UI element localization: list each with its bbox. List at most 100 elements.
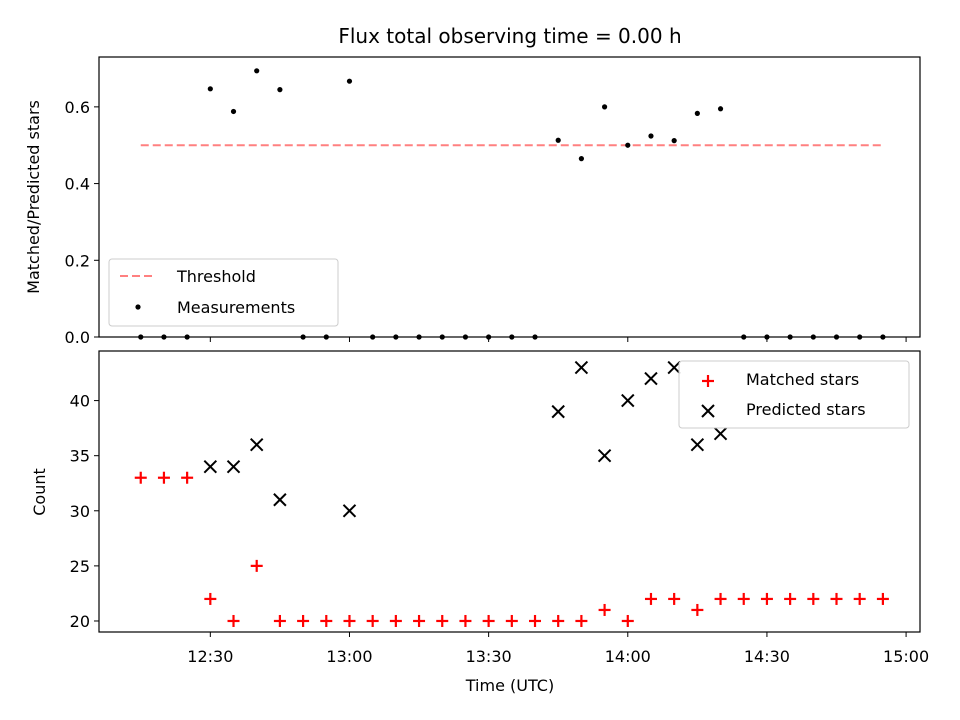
measurement-point: [254, 68, 260, 74]
matched-star-point: [598, 603, 611, 616]
measurement-point: [207, 86, 213, 92]
bottom-legend: Matched stars Predicted stars: [678, 360, 910, 429]
bottom-y-tick-label: 25: [70, 557, 90, 576]
matched-star-point: [273, 614, 286, 627]
matched-star-point: [668, 592, 681, 605]
predicted-star-point: [644, 371, 658, 386]
top-panel: 0.0 0.2 0.4 0.6 Matched/Predicted stars Thr…: [24, 56, 921, 347]
top-legend-box: [108, 258, 339, 327]
matched-star-point: [529, 614, 542, 627]
predicted-star-point: [690, 437, 705, 452]
matched-star-point: [830, 592, 843, 605]
measurement-point: [555, 137, 561, 143]
matched-star-point: [250, 559, 263, 572]
bottom-panel: 20 25 30 35 40 12:30 13:00 13:30 14:00 14:30 15:0…: [30, 350, 929, 695]
top-y-tick-label: 0.4: [65, 175, 90, 194]
x-tick-label: 14:00: [605, 647, 651, 666]
predicted-star-point: [273, 493, 287, 507]
top-axes-frame: [98, 56, 921, 338]
measurement-point: [694, 110, 700, 116]
matched-star-point: [436, 614, 449, 627]
matched-star-point: [691, 603, 704, 616]
matched-star-point: [181, 471, 194, 484]
matched-star-point: [204, 592, 217, 605]
predicted-star-point: [203, 459, 218, 474]
predicted-star-point: [342, 504, 357, 518]
matched-star-point: [737, 592, 750, 605]
predicted-star-point: [621, 393, 635, 408]
matched-star-point: [134, 471, 147, 484]
x-tick-label: 12:30: [187, 647, 233, 666]
measurement-point: [578, 156, 584, 162]
measurement-point: [717, 106, 724, 112]
measurement-point: [601, 104, 608, 110]
matched-star-point: [784, 592, 797, 605]
measurement-point: [671, 138, 677, 144]
matched-star-point: [876, 592, 889, 605]
legend-predicted-swatch: [701, 404, 715, 418]
matched-star-point: [343, 614, 356, 627]
matched-star-point: [575, 614, 588, 627]
measurement-point: [648, 133, 654, 139]
top-marks: [138, 68, 886, 340]
legend-threshold-label: Threshold: [176, 267, 256, 286]
bottom-y-tick-label: 40: [70, 392, 90, 411]
bottom-axes-frame: [98, 350, 921, 633]
matched-star-point: [297, 614, 310, 627]
measurement-point: [230, 108, 237, 115]
measurement-point: [277, 87, 283, 93]
bottom-x-ticks: 12:30 13:00 13:30 14:00 14:30 15:00: [187, 632, 929, 666]
top-y-tick-label: 0.2: [65, 251, 90, 270]
matched-star-point: [157, 471, 170, 484]
x-tick-label: 13:30: [466, 647, 512, 666]
matched-star-point: [413, 614, 426, 627]
top-y-axis-label: Matched/Predicted stars: [24, 100, 43, 294]
bottom-y-axis-label: Count: [30, 468, 49, 516]
matched-star-point: [644, 592, 657, 605]
matched-star-point: [482, 614, 495, 627]
predicted-star-point: [713, 426, 728, 441]
bottom-y-tick-label: 20: [70, 612, 90, 631]
x-tick-label: 14:30: [744, 647, 790, 666]
bottom-y-tick-label: 30: [70, 502, 90, 521]
bottom-legend-box: [678, 360, 910, 429]
legend-predicted-label: Predicted stars: [746, 400, 866, 419]
matched-star-point: [505, 614, 518, 627]
legend-measurements-swatch: [135, 304, 141, 310]
matched-star-point: [552, 614, 565, 627]
matched-star-point: [760, 592, 773, 605]
x-axis-label: Time (UTC): [465, 676, 554, 695]
matched-star-point: [714, 592, 727, 605]
bottom-marks: [134, 360, 889, 627]
top-y-tick-label: 0.6: [65, 98, 90, 117]
matched-star-point: [366, 614, 379, 627]
x-tick-label: 13:00: [326, 647, 372, 666]
measurement-point: [346, 78, 353, 84]
matched-star-point: [459, 614, 472, 627]
bottom-y-ticks: 20 25 30 35 40: [70, 392, 99, 631]
top-legend: Threshold Measurements: [108, 258, 339, 327]
top-y-ticks: 0.0 0.2 0.4 0.6: [65, 98, 99, 347]
matched-star-point: [621, 614, 634, 627]
matched-star-point: [807, 592, 820, 605]
predicted-star-point: [597, 448, 612, 463]
predicted-star-point: [551, 404, 565, 419]
legend-measurements-label: Measurements: [177, 298, 295, 317]
predicted-star-point: [667, 360, 681, 375]
matched-star-point: [389, 614, 402, 627]
legend-matched-label: Matched stars: [746, 370, 859, 389]
x-tick-label: 15:00: [883, 647, 929, 666]
measurement-point: [625, 142, 631, 148]
figure-title: Flux total observing time = 0.00 h: [338, 24, 681, 48]
predicted-star-point: [226, 459, 241, 474]
bottom-y-tick-label: 35: [70, 447, 90, 466]
top-y-tick-label: 0.0: [65, 328, 90, 347]
matched-star-point: [227, 614, 240, 627]
predicted-star-point: [249, 437, 264, 452]
legend-matched-swatch: [702, 375, 714, 387]
predicted-star-point: [574, 360, 589, 375]
matched-star-point: [853, 592, 866, 605]
matched-star-point: [320, 614, 333, 627]
